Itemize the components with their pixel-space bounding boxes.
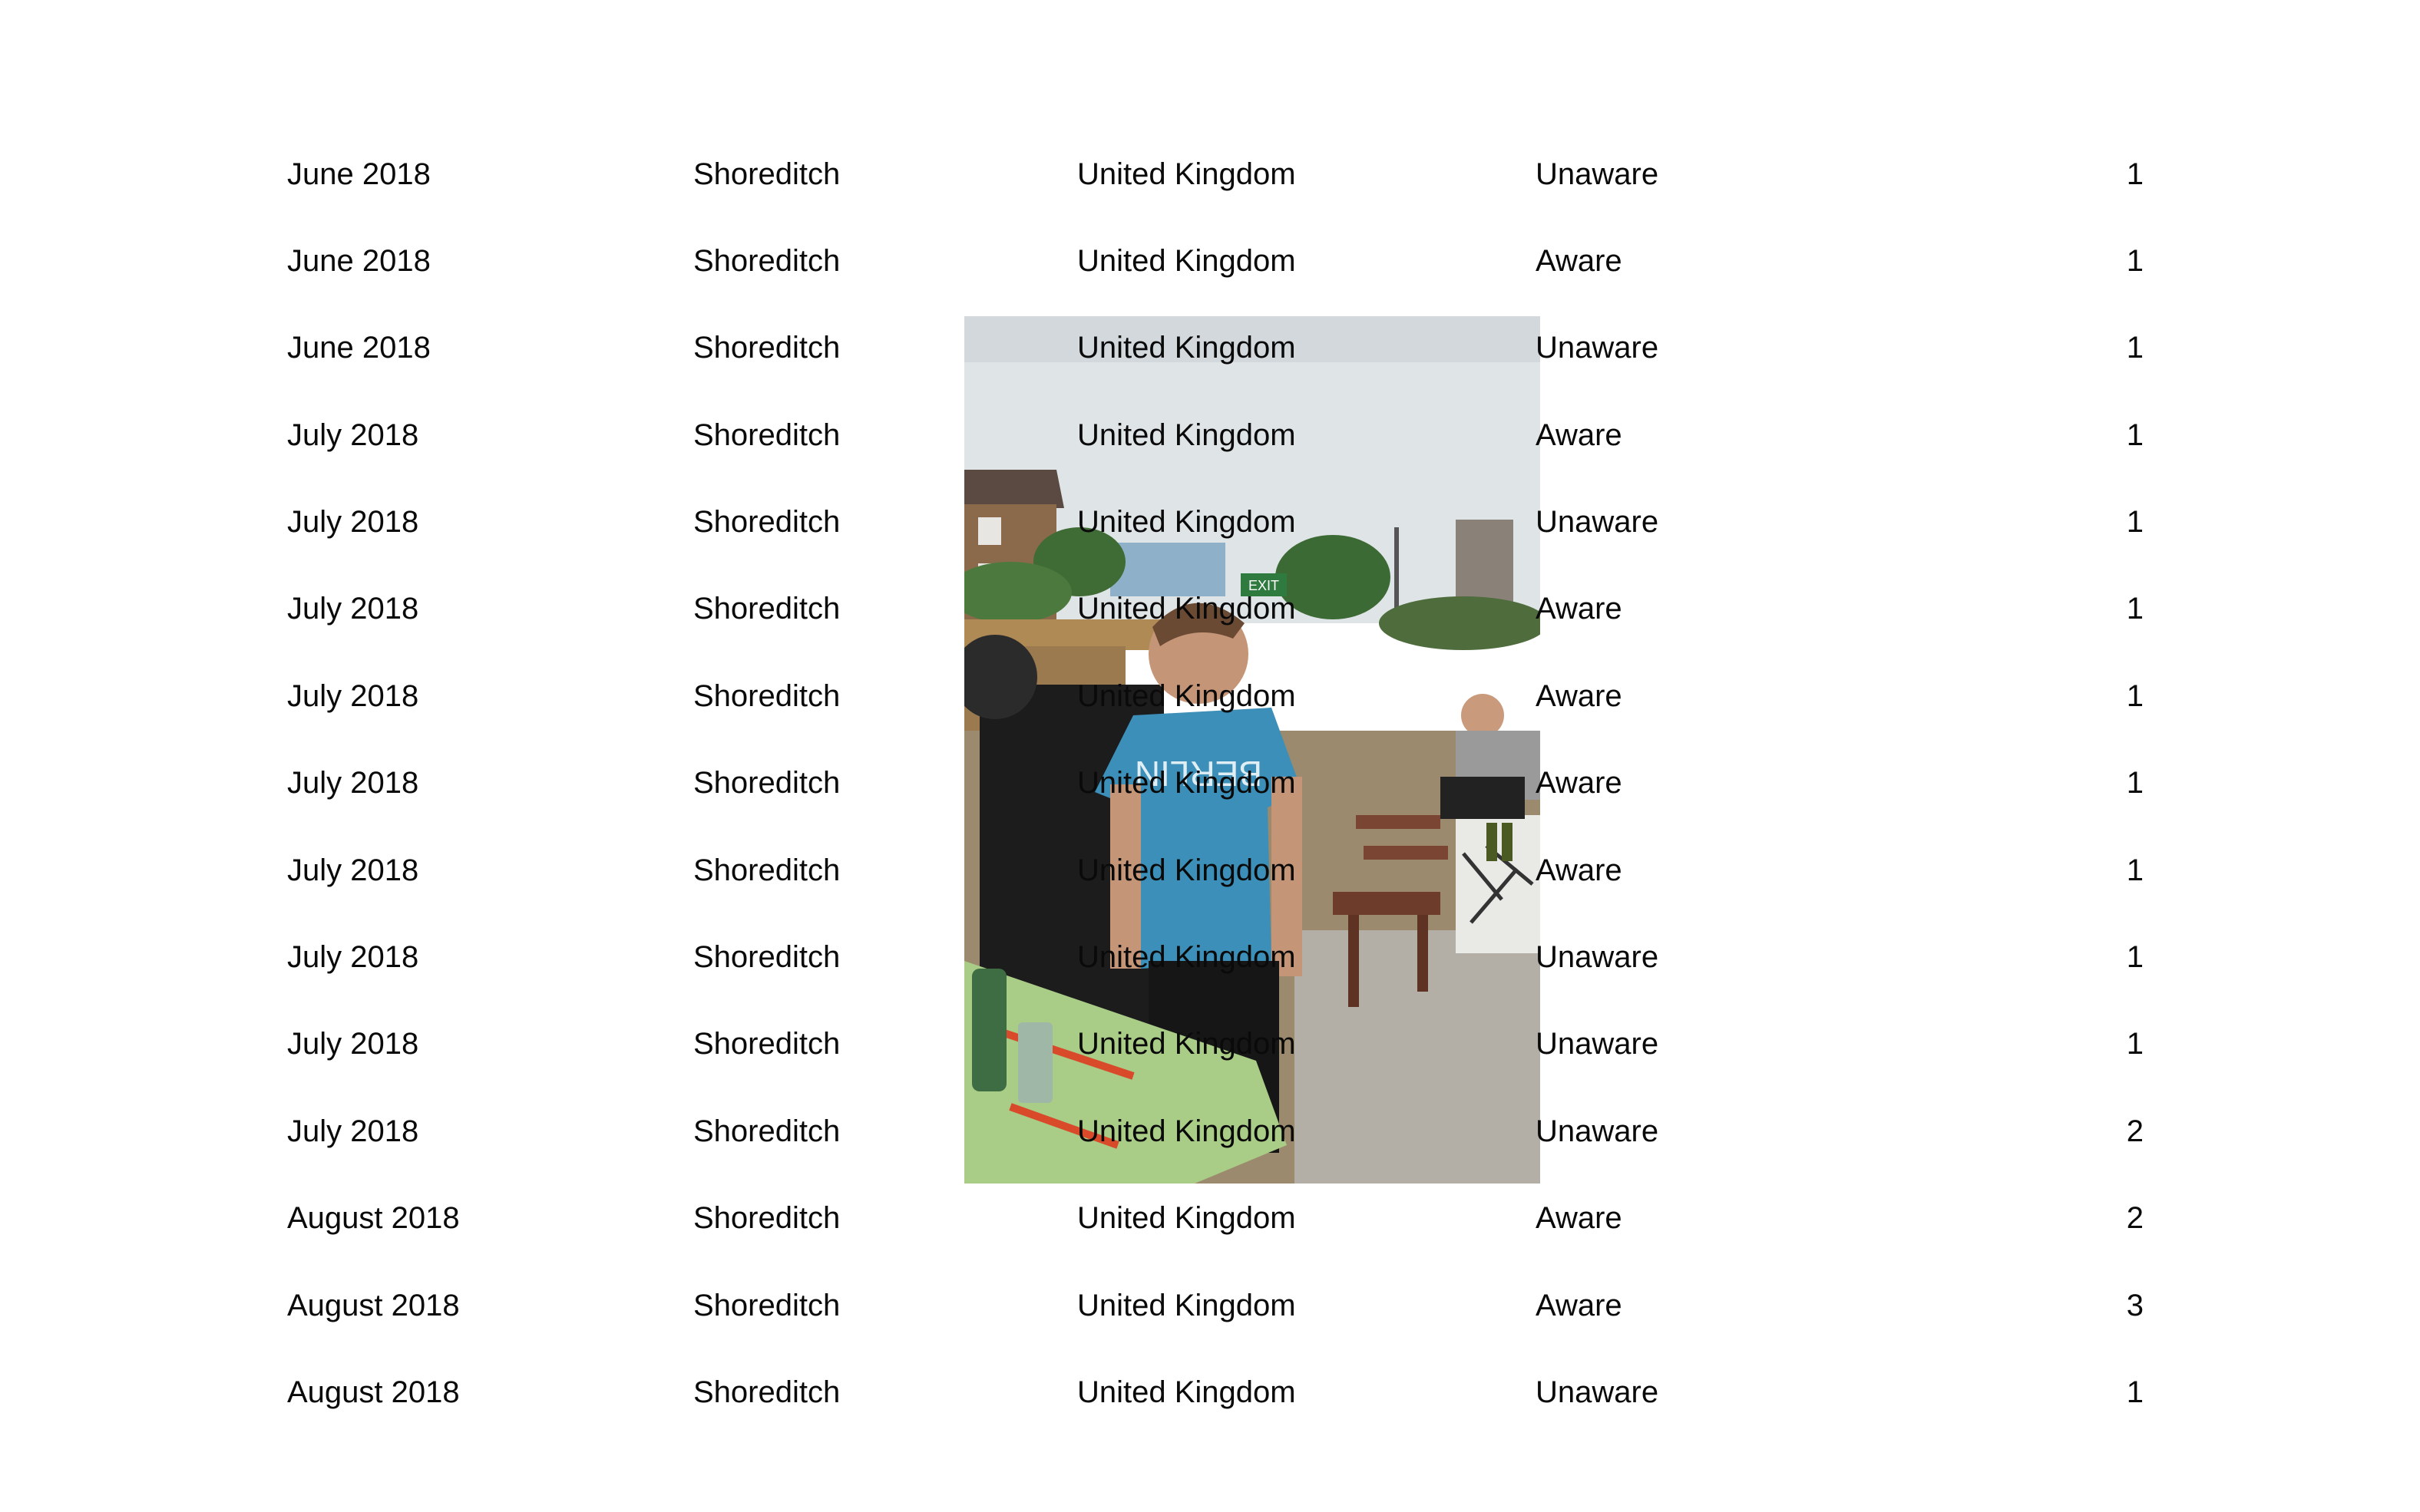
cell-country: United Kingdom <box>1077 940 1296 974</box>
cell-status: Unaware <box>1536 1027 1659 1061</box>
cell-area: Shoreditch <box>693 1201 841 1235</box>
cell-area: Shoreditch <box>693 244 841 278</box>
cell-date: July 2018 <box>287 505 419 539</box>
cell-area: Shoreditch <box>693 331 841 365</box>
table-row: July 2018 Shoreditch United Kingdom Unaware… <box>0 913 2420 1001</box>
cell-count: 1 <box>2126 766 2144 800</box>
cell-status: Aware <box>1536 244 1622 278</box>
table-row: July 2018 Shoreditch United Kingdom Aware 1 <box>0 652 2420 740</box>
cell-date: July 2018 <box>287 766 419 800</box>
cell-area: Shoreditch <box>693 157 841 191</box>
cell-country: United Kingdom <box>1077 1375 1296 1409</box>
cell-status: Unaware <box>1536 331 1659 365</box>
cell-count: 1 <box>2126 331 2144 365</box>
cell-country: United Kingdom <box>1077 766 1296 800</box>
cell-date: July 2018 <box>287 940 419 974</box>
cell-status: Aware <box>1536 1289 1622 1322</box>
cell-date: July 2018 <box>287 853 419 887</box>
cell-area: Shoreditch <box>693 505 841 539</box>
cell-date: July 2018 <box>287 1027 419 1061</box>
table-row: July 2018 Shoreditch United Kingdom Unaware… <box>0 478 2420 566</box>
cell-count: 1 <box>2126 1027 2144 1061</box>
cell-country: United Kingdom <box>1077 1027 1296 1061</box>
cell-status: Unaware <box>1536 505 1659 539</box>
cell-status: Unaware <box>1536 1114 1659 1148</box>
cell-count: 1 <box>2126 940 2144 974</box>
cell-date: July 2018 <box>287 592 419 626</box>
cell-count: 1 <box>2126 1375 2144 1409</box>
cell-count: 3 <box>2126 1289 2144 1322</box>
cell-area: Shoreditch <box>693 1114 841 1148</box>
cell-area: Shoreditch <box>693 679 841 713</box>
cell-status: Aware <box>1536 1201 1622 1235</box>
cell-status: Aware <box>1536 592 1622 626</box>
cell-area: Shoreditch <box>693 418 841 452</box>
table-row: July 2018 Shoreditch United Kingdom Aware 1 <box>0 827 2420 914</box>
cell-date: July 2018 <box>287 1114 419 1148</box>
cell-country: United Kingdom <box>1077 505 1296 539</box>
cell-country: United Kingdom <box>1077 331 1296 365</box>
cell-country: United Kingdom <box>1077 679 1296 713</box>
cell-status: Unaware <box>1536 157 1659 191</box>
cell-date: August 2018 <box>287 1375 460 1409</box>
cell-country: United Kingdom <box>1077 1114 1296 1148</box>
cell-date: June 2018 <box>287 157 431 191</box>
cell-count: 1 <box>2126 592 2144 626</box>
cell-status: Aware <box>1536 679 1622 713</box>
cell-area: Shoreditch <box>693 766 841 800</box>
table-row: July 2018 Shoreditch United Kingdom Aware 1 <box>0 565 2420 652</box>
cell-country: United Kingdom <box>1077 244 1296 278</box>
cell-status: Unaware <box>1536 1375 1659 1409</box>
cell-count: 2 <box>2126 1201 2144 1235</box>
table-row: August 2018 Shoreditch United Kingdom Unawa… <box>0 1349 2420 1436</box>
cell-count: 1 <box>2126 244 2144 278</box>
table-row: June 2018 Shoreditch United Kingdom Unaware… <box>0 304 2420 391</box>
cell-date: August 2018 <box>287 1289 460 1322</box>
cell-area: Shoreditch <box>693 1027 841 1061</box>
cell-area: Shoreditch <box>693 940 841 974</box>
cell-count: 1 <box>2126 505 2144 539</box>
cell-area: Shoreditch <box>693 853 841 887</box>
table-row: August 2018 Shoreditch United Kingdom Aware… <box>0 1262 2420 1349</box>
table-row: July 2018 Shoreditch United Kingdom Aware 1 <box>0 391 2420 479</box>
cell-country: United Kingdom <box>1077 592 1296 626</box>
cell-date: July 2018 <box>287 679 419 713</box>
cell-country: United Kingdom <box>1077 1289 1296 1322</box>
cell-status: Aware <box>1536 853 1622 887</box>
table-row: July 2018 Shoreditch United Kingdom Aware 1 <box>0 739 2420 827</box>
cell-country: United Kingdom <box>1077 418 1296 452</box>
table-row: July 2018 Shoreditch United Kingdom Unaware… <box>0 1000 2420 1088</box>
cell-count: 1 <box>2126 418 2144 452</box>
cell-count: 2 <box>2126 1114 2144 1148</box>
table-row: July 2018 Shoreditch United Kingdom Unaware… <box>0 1088 2420 1175</box>
cell-date: July 2018 <box>287 418 419 452</box>
cell-count: 1 <box>2126 853 2144 887</box>
cell-status: Unaware <box>1536 940 1659 974</box>
cell-country: United Kingdom <box>1077 853 1296 887</box>
cell-count: 1 <box>2126 679 2144 713</box>
hero-photo: EXIT BERLIN <box>964 316 1540 1184</box>
cell-area: Shoreditch <box>693 592 841 626</box>
cell-area: Shoreditch <box>693 1289 841 1322</box>
cell-country: United Kingdom <box>1077 157 1296 191</box>
table-row: June 2018 Shoreditch United Kingdom Aware 1 <box>0 217 2420 305</box>
cell-status: Aware <box>1536 766 1622 800</box>
cell-area: Shoreditch <box>693 1375 841 1409</box>
cell-status: Aware <box>1536 418 1622 452</box>
cell-count: 1 <box>2126 157 2144 191</box>
cell-country: United Kingdom <box>1077 1201 1296 1235</box>
table-row: August 2018 Shoreditch United Kingdom Aware… <box>0 1174 2420 1262</box>
table-row: June 2018 Shoreditch United Kingdom Unaware… <box>0 130 2420 218</box>
cell-date: June 2018 <box>287 244 431 278</box>
shirt-print-text: BERLIN <box>1135 754 1262 794</box>
cell-date: June 2018 <box>287 331 431 365</box>
exit-sign-text: EXIT <box>1248 578 1279 593</box>
cell-date: August 2018 <box>287 1201 460 1235</box>
